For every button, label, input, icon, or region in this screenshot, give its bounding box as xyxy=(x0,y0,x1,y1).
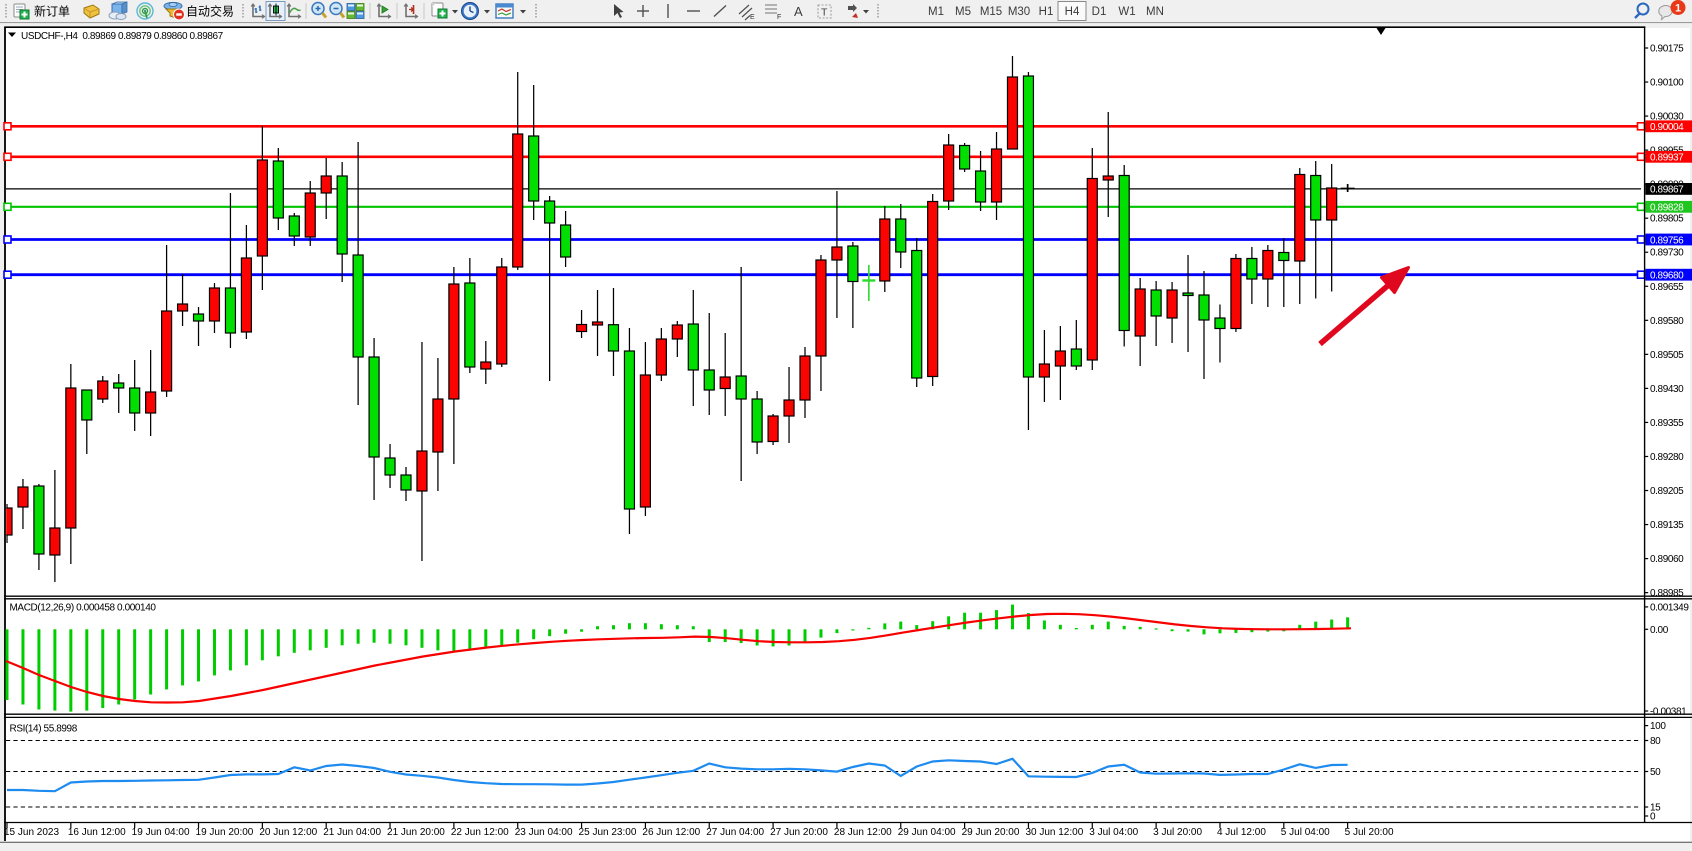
svg-text:15 Jun 2023: 15 Jun 2023 xyxy=(4,827,59,838)
svg-text:27 Jun 20:00: 27 Jun 20:00 xyxy=(770,827,828,838)
svg-text:16 Jun 12:00: 16 Jun 12:00 xyxy=(68,827,126,838)
svg-text:21 Jun 20:00: 21 Jun 20:00 xyxy=(387,827,445,838)
svg-text:23 Jun 04:00: 23 Jun 04:00 xyxy=(515,827,573,838)
svg-text:M30: M30 xyxy=(1008,6,1030,18)
svg-text:0.00: 0.00 xyxy=(1650,625,1669,636)
svg-text:50: 50 xyxy=(1650,767,1661,778)
svg-text:0.90030: 0.90030 xyxy=(1650,112,1684,123)
svg-text:0.89828: 0.89828 xyxy=(1650,203,1684,214)
svg-text:E: E xyxy=(750,14,755,21)
svg-text:0.89060: 0.89060 xyxy=(1650,554,1684,565)
svg-text:0.89805: 0.89805 xyxy=(1650,214,1684,225)
svg-text:5 Jul 04:00: 5 Jul 04:00 xyxy=(1281,827,1330,838)
svg-text:3 Jul 20:00: 3 Jul 20:00 xyxy=(1153,827,1202,838)
svg-text:0.001349: 0.001349 xyxy=(1650,602,1689,613)
svg-text:T: T xyxy=(821,7,828,19)
svg-text:RSI(14) 55.8998: RSI(14) 55.8998 xyxy=(10,724,78,735)
svg-text:0.89505: 0.89505 xyxy=(1650,350,1684,361)
svg-text:20 Jun 12:00: 20 Jun 12:00 xyxy=(259,827,317,838)
svg-text:0.90004: 0.90004 xyxy=(1650,122,1684,133)
svg-text:0.89730: 0.89730 xyxy=(1650,248,1684,259)
svg-text:80: 80 xyxy=(1650,736,1661,747)
svg-text:MACD(12,26,9) 0.000458 0.00014: MACD(12,26,9) 0.000458 0.000140 xyxy=(10,603,157,614)
svg-text:22 Jun 12:00: 22 Jun 12:00 xyxy=(451,827,509,838)
svg-text:A: A xyxy=(794,4,803,19)
svg-text:-0.00381: -0.00381 xyxy=(1650,707,1687,718)
svg-text:15: 15 xyxy=(1650,803,1661,814)
svg-text:29 Jun 20:00: 29 Jun 20:00 xyxy=(962,827,1020,838)
svg-text:0.89280: 0.89280 xyxy=(1650,452,1684,463)
svg-text:29 Jun 04:00: 29 Jun 04:00 xyxy=(898,827,956,838)
svg-text:0.89430: 0.89430 xyxy=(1650,384,1684,395)
svg-text:M5: M5 xyxy=(955,6,971,18)
svg-text:0.88985: 0.88985 xyxy=(1650,588,1684,599)
svg-text:0: 0 xyxy=(1650,812,1656,823)
svg-text:新订单: 新订单 xyxy=(34,4,70,19)
svg-text:0.90100: 0.90100 xyxy=(1650,78,1684,89)
svg-text:100: 100 xyxy=(1650,721,1666,732)
svg-text:0.89135: 0.89135 xyxy=(1650,520,1684,531)
svg-text:25 Jun 23:00: 25 Jun 23:00 xyxy=(579,827,637,838)
svg-text:1: 1 xyxy=(1675,3,1681,15)
svg-text:H4: H4 xyxy=(1065,6,1080,18)
svg-text:M1: M1 xyxy=(928,6,944,18)
svg-text:0.89655: 0.89655 xyxy=(1650,282,1684,293)
svg-text:19 Jun 20:00: 19 Jun 20:00 xyxy=(196,827,254,838)
svg-text:19 Jun 04:00: 19 Jun 04:00 xyxy=(132,827,190,838)
svg-text:0.89756: 0.89756 xyxy=(1650,235,1684,246)
svg-text:0.89355: 0.89355 xyxy=(1650,418,1684,429)
svg-text:30 Jun 12:00: 30 Jun 12:00 xyxy=(1025,827,1083,838)
svg-text:H1: H1 xyxy=(1039,6,1054,18)
svg-text:0.89205: 0.89205 xyxy=(1650,486,1684,497)
svg-text:0.89580: 0.89580 xyxy=(1650,316,1684,327)
svg-text:自动交易: 自动交易 xyxy=(186,4,234,19)
svg-text:F: F xyxy=(777,14,781,21)
svg-text:D1: D1 xyxy=(1092,6,1107,18)
svg-text:28 Jun 12:00: 28 Jun 12:00 xyxy=(834,827,892,838)
svg-text:4 Jul 12:00: 4 Jul 12:00 xyxy=(1217,827,1266,838)
svg-text:USDCHF-,H4 0.89869 0.89879 0.: USDCHF-,H4 0.89869 0.89879 0.89860 0.898… xyxy=(21,31,224,42)
svg-text:3 Jul 04:00: 3 Jul 04:00 xyxy=(1089,827,1138,838)
svg-text:27 Jun 04:00: 27 Jun 04:00 xyxy=(706,827,764,838)
svg-text:M15: M15 xyxy=(980,6,1002,18)
svg-text:21 Jun 04:00: 21 Jun 04:00 xyxy=(323,827,381,838)
svg-text:W1: W1 xyxy=(1118,6,1135,18)
svg-text:0.89937: 0.89937 xyxy=(1650,153,1684,164)
svg-text:0.90175: 0.90175 xyxy=(1650,44,1684,55)
svg-text:26 Jun 12:00: 26 Jun 12:00 xyxy=(642,827,700,838)
svg-text:0.89867: 0.89867 xyxy=(1650,185,1684,196)
svg-text:MN: MN xyxy=(1146,6,1164,18)
svg-text:0.89680: 0.89680 xyxy=(1650,271,1684,282)
svg-text:5 Jul 20:00: 5 Jul 20:00 xyxy=(1345,827,1394,838)
